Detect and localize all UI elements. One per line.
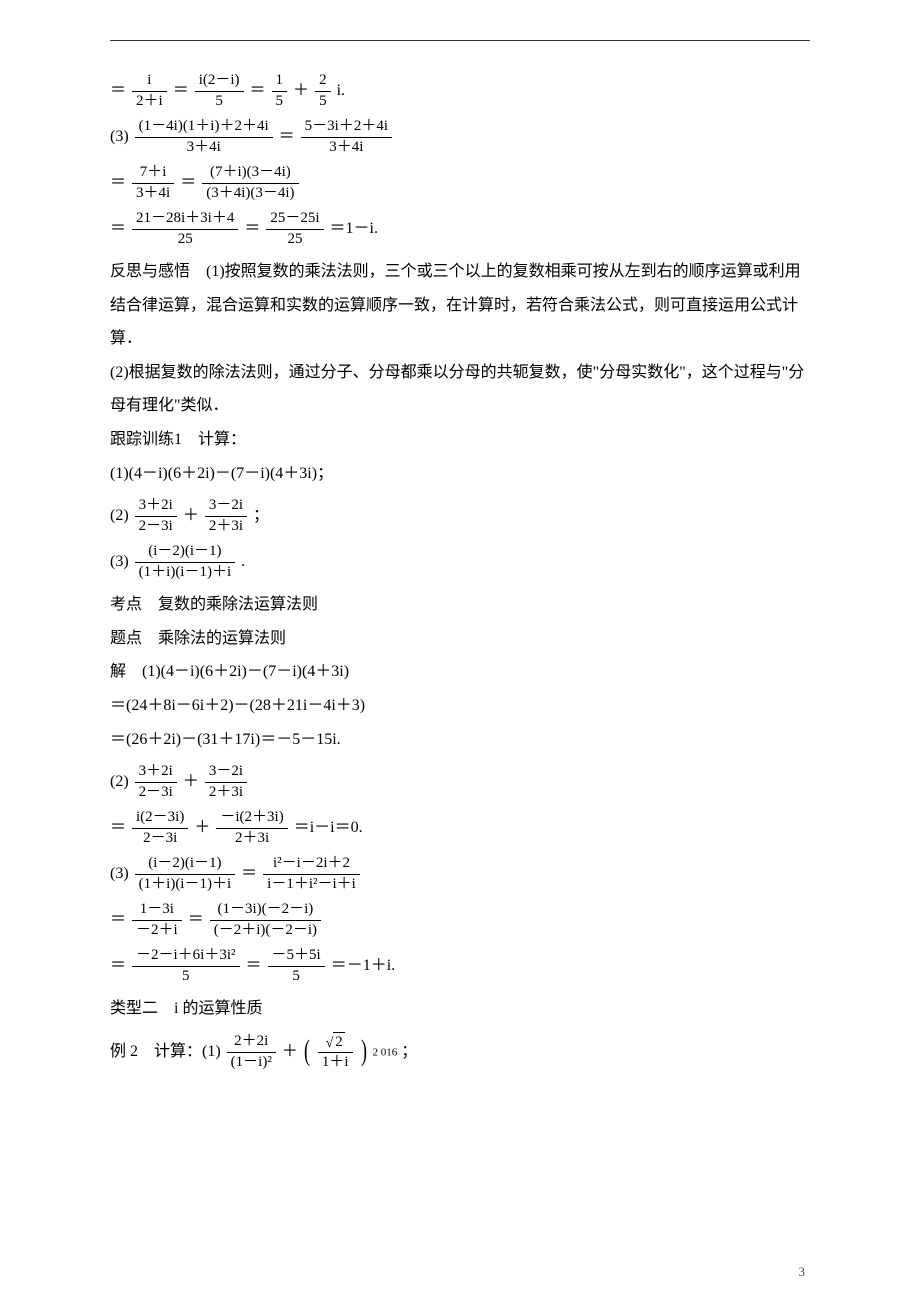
exponent: 2 016: [373, 1046, 398, 1058]
right-paren-icon: ): [361, 1036, 367, 1066]
exercise-item: (2) 3＋2i2－3i ＋ 3－2i2＋3i ；: [110, 496, 810, 536]
fraction: (1－3i)(－2－i)(－2＋i)(－2－i): [210, 900, 321, 940]
fraction: 21－28i＋3i＋425: [132, 209, 238, 249]
fraction: 25: [315, 71, 331, 111]
page-number: 3: [799, 1264, 806, 1280]
fraction: 3＋2i2－3i: [135, 762, 177, 802]
solution-line: (2) 3＋2i2－3i ＋ 3－2i2＋3i: [110, 762, 810, 802]
fraction: 5－3i＋2＋4i3＋4i: [301, 117, 392, 157]
fraction: －2－i＋6i＋3i²5: [132, 946, 240, 986]
fraction: 1－3i－2＋i: [132, 900, 182, 940]
solution-line: ＝(24＋8i－6i＋2)－(28＋21i－4i＋3): [110, 689, 810, 723]
tidian: 题点 乘除法的运算法则: [110, 622, 810, 656]
eq-text: ＝: [110, 82, 126, 100]
solution-line: 解 (1)(4－i)(6＋2i)－(7－i)(4＋3i): [110, 655, 810, 689]
exercise-title: 跟踪训练1 计算：: [110, 423, 810, 457]
solution-line: (3) (i－2)(i－1)(1＋i)(i－1)＋i ＝ i²－i－2i＋2i－…: [110, 854, 810, 894]
fraction: (7＋i)(3－4i)(3＋4i)(3－4i): [202, 163, 298, 203]
exercise-item: (1)(4－i)(6＋2i)－(7－i)(4＋3i)；: [110, 457, 810, 491]
reflection-p2: (2)根据复数的除法法则，通过分子、分母都乘以分母的共轭复数，使"分母实数化"，…: [110, 356, 810, 423]
header-rule: [110, 40, 810, 41]
fraction: i2＋i: [132, 71, 167, 111]
fraction: 15: [272, 71, 288, 111]
fraction: (1－4i)(1＋i)＋2＋4i3＋4i: [135, 117, 273, 157]
fraction: 2 1＋i: [318, 1032, 353, 1073]
fraction: －i(2＋3i)2＋3i: [216, 808, 287, 848]
fraction: i(2－i)5: [195, 71, 244, 111]
example2: 例 2 计算：(1) 2＋2i(1－i)² ＋ ( 2 1＋i ) 2 016 …: [110, 1032, 810, 1073]
fraction: i²－i－2i＋2i－1＋i²－i＋i: [263, 854, 360, 894]
solution-line: ＝ 1－3i－2＋i ＝ (1－3i)(－2－i)(－2＋i)(－2－i): [110, 900, 810, 940]
left-paren-icon: (: [304, 1036, 310, 1066]
type2-heading: 类型二 i 的运算性质: [110, 992, 810, 1026]
solution-line: ＝ －2－i＋6i＋3i²5 ＝ －5＋5i5 ＝－1＋i.: [110, 946, 810, 986]
fraction: (i－2)(i－1)(1＋i)(i－1)＋i: [135, 542, 235, 582]
eq-line: ＝ i2＋i ＝ i(2－i)5 ＝ 15 ＋ 25 i.: [110, 71, 810, 111]
fraction: 2＋2i(1－i)²: [227, 1032, 276, 1072]
fraction: 3－2i2＋3i: [205, 762, 247, 802]
solution-line: ＝(26＋2i)－(31＋17i)＝－5－15i.: [110, 723, 810, 757]
exercise-item: (3) (i－2)(i－1)(1＋i)(i－1)＋i .: [110, 542, 810, 582]
sqrt-icon: 2: [326, 1032, 345, 1053]
fraction: 7＋i3＋4i: [132, 163, 174, 203]
fraction: i(2－3i)2－3i: [132, 808, 188, 848]
solution-line: ＝ i(2－3i)2－3i ＋ －i(2＋3i)2＋3i ＝i－i＝0.: [110, 808, 810, 848]
eq-line: (3) (1－4i)(1＋i)＋2＋4i3＋4i ＝ 5－3i＋2＋4i3＋4i: [110, 117, 810, 157]
kaodian: 考点 复数的乘除法运算法则: [110, 588, 810, 622]
reflection-p1: 反思与感悟 (1)按照复数的乘法法则，三个或三个以上的复数相乘可按从左到右的顺序…: [110, 255, 810, 356]
document-page: ＝ i2＋i ＝ i(2－i)5 ＝ 15 ＋ 25 i. (3) (1－4i)…: [0, 0, 920, 1302]
fraction: 3－2i2＋3i: [205, 496, 247, 536]
fraction: 3＋2i2－3i: [135, 496, 177, 536]
fraction: －5＋5i5: [268, 946, 325, 986]
eq-line: ＝ 21－28i＋3i＋425 ＝ 25－25i25 ＝1－i.: [110, 209, 810, 249]
fraction: (i－2)(i－1)(1＋i)(i－1)＋i: [135, 854, 235, 894]
eq-line: ＝ 7＋i3＋4i ＝ (7＋i)(3－4i)(3＋4i)(3－4i): [110, 163, 810, 203]
fraction: 25－25i25: [266, 209, 323, 249]
